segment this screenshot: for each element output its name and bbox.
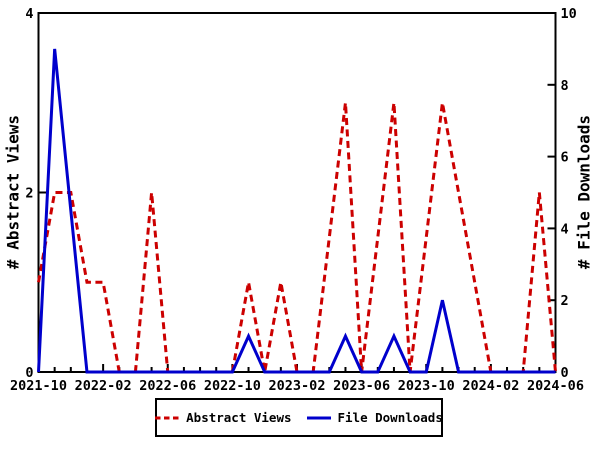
x-tick-label: 2024-02: [462, 378, 519, 394]
y-right-tick-label: 2: [561, 293, 569, 309]
series-line-file-downloads: [37, 48, 556, 374]
y-right-tick-label: 6: [561, 150, 569, 166]
plot-border: [37, 12, 557, 373]
legend: Abstract Views File Downloads: [155, 398, 443, 437]
y-axis-label-right: # File Downloads: [574, 114, 594, 270]
legend-label-abstract-views: Abstract Views: [186, 410, 292, 425]
x-tick-label: 2022-10: [204, 378, 261, 394]
x-tick-label: 2023-02: [269, 378, 326, 394]
blue-solid-line-icon: [306, 416, 331, 419]
y-right-tick-label: 0: [561, 365, 569, 381]
x-tick-label: 2021-10: [10, 378, 67, 394]
legend-item-file-downloads: File Downloads: [306, 410, 443, 425]
x-tick-label: 2022-06: [139, 378, 196, 394]
y-right-tick-label: 8: [561, 78, 569, 94]
red-dashed-line-icon: [155, 416, 180, 419]
x-tick-label: 2024-06: [527, 378, 584, 394]
x-tick-label: 2022-02: [75, 378, 132, 394]
legend-label-file-downloads: File Downloads: [337, 410, 443, 425]
x-tick-label: 2023-10: [398, 378, 455, 394]
y-right-tick-label: 4: [561, 221, 569, 237]
x-tick-label: 2023-06: [333, 378, 390, 394]
y-left-tick-label: 2: [25, 186, 33, 202]
y-axis-label-left: # Abstract Views: [3, 114, 23, 270]
y-left-tick-label: 4: [25, 6, 33, 22]
y-left-tick-label: 0: [25, 365, 33, 381]
y-right-tick-label: 10: [561, 6, 577, 22]
series-line-abstract-views: [37, 102, 557, 374]
legend-item-abstract-views: Abstract Views: [155, 410, 292, 425]
